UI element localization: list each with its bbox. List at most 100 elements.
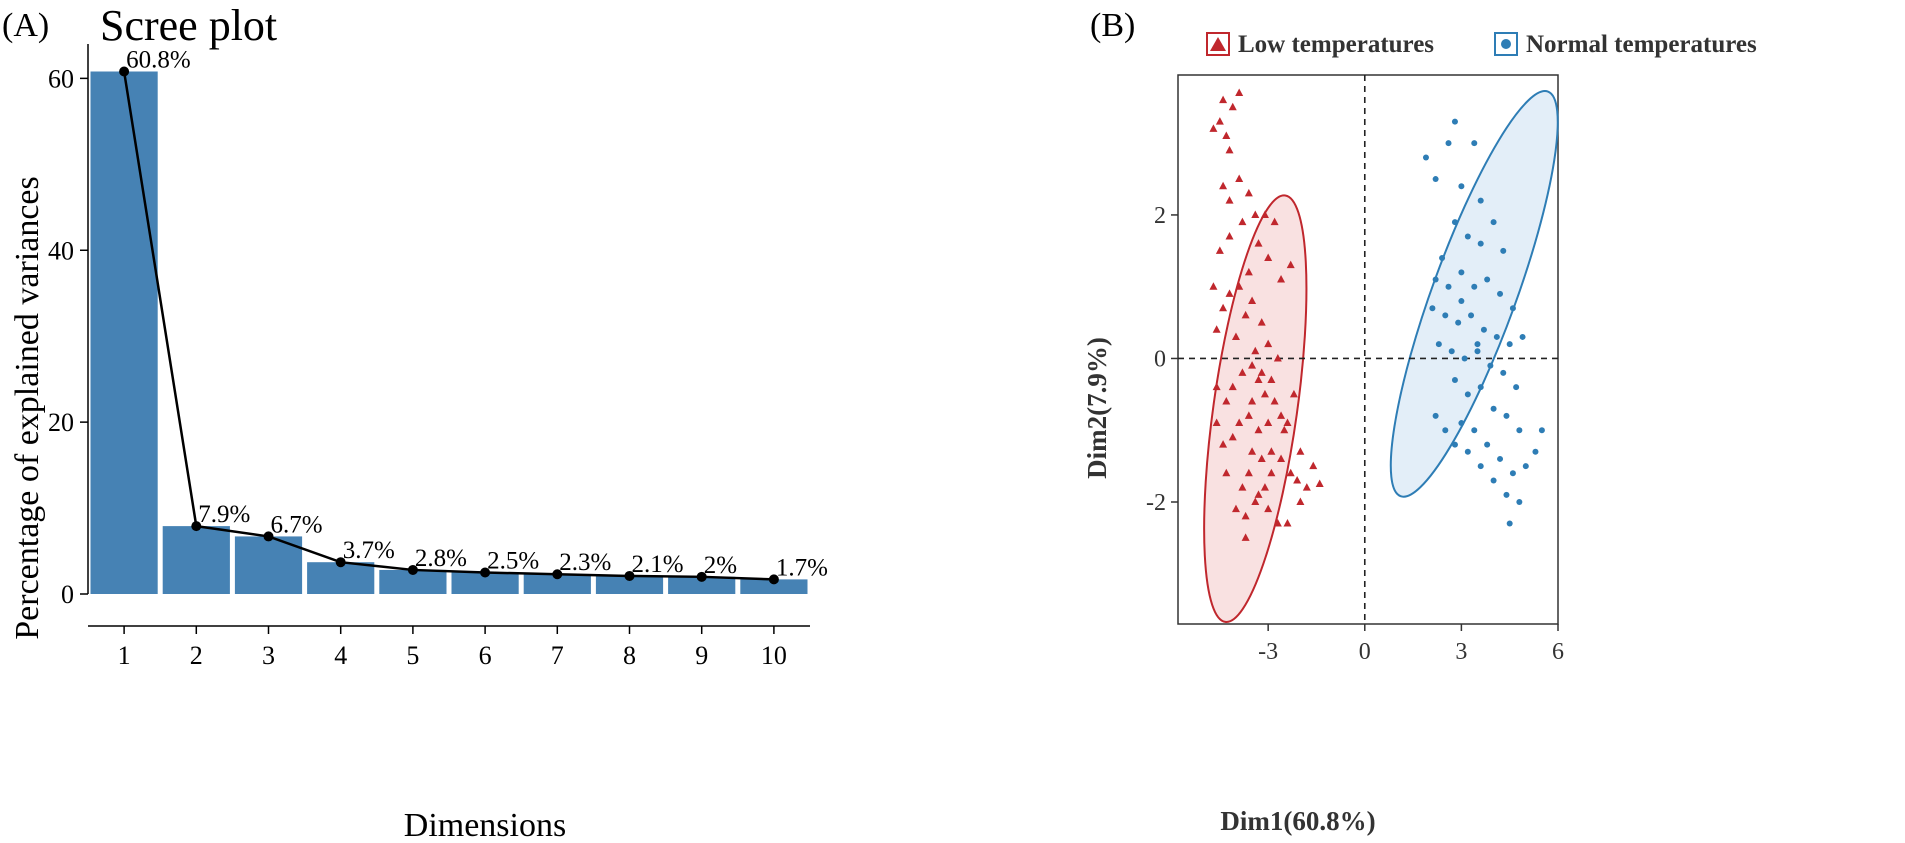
data-point-low — [1212, 382, 1221, 391]
data-point-low — [1260, 210, 1269, 218]
data-point — [407, 564, 418, 575]
data-point-normal — [1484, 276, 1491, 283]
legend-circle-icon — [1501, 39, 1511, 49]
data-point-normal — [1451, 118, 1458, 125]
data-point-low — [1244, 468, 1253, 477]
legend-label-normal: Normal temperatures — [1526, 31, 1757, 58]
data-point-normal — [1474, 348, 1481, 355]
x-tick-label-b: 3 — [1455, 639, 1467, 665]
data-point-low — [1209, 124, 1218, 132]
data-label: 2.5% — [487, 548, 539, 575]
bar — [234, 536, 303, 594]
data-point-normal — [1461, 355, 1468, 362]
scree-plot-chart: (A) Scree plot Percentage of explained v… — [2, 1, 828, 843]
data-point-low — [1244, 267, 1253, 276]
panel-label-a: (A) — [2, 7, 49, 44]
data-point-low — [1231, 504, 1240, 513]
data-point-normal — [1445, 283, 1452, 290]
data-point-low — [1228, 102, 1237, 111]
data-point-normal — [1503, 412, 1510, 419]
data-point-low — [1251, 497, 1260, 505]
data-point-low — [1225, 145, 1234, 154]
x-axis-label-a: Dimensions — [404, 807, 566, 843]
x-tick-label-a: 4 — [334, 641, 347, 670]
data-point-normal — [1464, 448, 1471, 455]
data-point-normal — [1477, 197, 1484, 204]
data-point-low — [1257, 318, 1266, 326]
y-tick-label-a: 60 — [48, 64, 74, 93]
data-point-low — [1264, 418, 1273, 427]
data-point — [480, 567, 491, 578]
data-point-normal — [1490, 219, 1497, 226]
data-point-low — [1277, 454, 1286, 462]
data-point-normal — [1503, 491, 1510, 498]
data-point-low — [1235, 418, 1244, 427]
data-point-low — [1215, 117, 1224, 125]
data-point-low — [1302, 483, 1311, 491]
data-point-low — [1244, 411, 1253, 419]
data-point-low — [1264, 253, 1273, 261]
data-point-low — [1257, 368, 1266, 376]
data-point-low — [1222, 397, 1231, 405]
data-point — [263, 531, 274, 542]
legend-label-low: Low temperatures — [1238, 31, 1434, 58]
data-label: 6.7% — [271, 511, 323, 538]
data-point-low — [1228, 432, 1237, 441]
bar — [307, 562, 375, 594]
bar — [162, 526, 230, 594]
data-point-normal — [1448, 348, 1455, 355]
data-point-normal — [1439, 255, 1446, 261]
data-point-normal — [1497, 455, 1504, 462]
data-point-normal — [1500, 247, 1507, 254]
data-point-low — [1267, 375, 1276, 383]
data-point — [768, 574, 779, 585]
bar — [451, 572, 519, 594]
data-point-normal — [1493, 333, 1500, 340]
data-point-low — [1248, 296, 1257, 305]
data-point-normal — [1471, 427, 1478, 434]
plot-area-b: -3 0 3 6 -2 0 2 — [1146, 74, 1564, 665]
data-point-low — [1212, 325, 1221, 333]
data-point-low — [1296, 497, 1305, 505]
data-point-low — [1267, 468, 1276, 477]
data-point-normal — [1487, 362, 1494, 369]
data-point-normal — [1509, 305, 1516, 312]
data-point-normal — [1432, 412, 1439, 419]
data-point-low — [1273, 353, 1282, 362]
data-point-low — [1225, 231, 1234, 240]
data-point-low — [1235, 282, 1244, 290]
data-point-low — [1222, 131, 1231, 139]
data-point — [624, 570, 635, 581]
bar — [740, 579, 808, 594]
data-point-low — [1254, 425, 1263, 434]
data-point-low — [1283, 418, 1292, 427]
x-axis-label-b: Dim1(60.8%) — [1220, 806, 1375, 836]
chart-title-a: Scree plot — [100, 1, 277, 50]
data-point-normal — [1490, 405, 1497, 412]
data-point-normal — [1506, 520, 1513, 527]
data-point-low — [1309, 461, 1318, 470]
x-tick-label-a: 8 — [623, 641, 636, 670]
data-point-normal — [1471, 140, 1478, 147]
data-point-normal — [1497, 290, 1504, 297]
data-point-low — [1286, 260, 1295, 269]
data-point-normal — [1422, 154, 1429, 161]
data-point-normal — [1480, 326, 1487, 333]
data-point-normal — [1445, 140, 1452, 147]
data-point-low — [1286, 468, 1295, 477]
panel-label-b: (B) — [1090, 7, 1135, 44]
data-point-normal — [1451, 219, 1458, 226]
x-tick-label-a: 2 — [190, 641, 203, 670]
x-tick-label-b: 0 — [1359, 639, 1371, 665]
data-point-low — [1219, 440, 1228, 448]
data-point-low — [1248, 361, 1257, 369]
bar — [668, 576, 736, 594]
data-point-low — [1225, 289, 1234, 297]
data-point-low — [1283, 519, 1292, 527]
x-tick-label-a: 10 — [761, 641, 787, 670]
data-point-low — [1257, 454, 1266, 462]
bar — [90, 71, 158, 594]
data-point-low — [1209, 282, 1218, 290]
data-point-low — [1248, 397, 1257, 405]
data-point-low — [1238, 483, 1247, 491]
